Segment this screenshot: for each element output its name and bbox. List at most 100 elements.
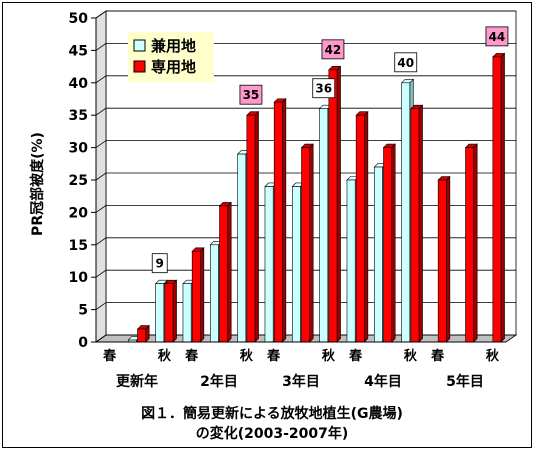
x-group-label: 5年目 — [446, 373, 484, 390]
data-label-box — [312, 78, 336, 99]
bar-front — [155, 283, 165, 343]
bar-front — [373, 166, 383, 343]
data-label-text: 42 — [325, 43, 342, 57]
caption-line-1: 図１．簡易更新による放牧地植生(G農場) — [141, 405, 403, 422]
axes: 05101520253035404550春秋春秋春秋春秋春秋更新年 2年目 3年目 4… — [69, 11, 506, 390]
bar-front — [182, 283, 192, 343]
data-label-text: 36 — [315, 82, 332, 96]
y-tick-label: 5 — [78, 303, 88, 319]
bars: 9 35 36 42 40 44 — [127, 26, 509, 343]
series-2-bar — [382, 143, 396, 343]
y-tick-label: 0 — [78, 335, 88, 351]
legend-swatch — [133, 39, 146, 52]
x-tick-label: 秋 — [486, 348, 500, 364]
x-tick-label: 秋 — [158, 348, 172, 364]
caption-line-2: の変化(2003-2007年) — [196, 425, 349, 442]
bar-side — [200, 247, 205, 343]
data-label-text: 44 — [489, 30, 506, 44]
bar-front — [401, 82, 411, 343]
x-tick-label: 秋 — [240, 348, 254, 364]
bar-side — [473, 143, 478, 343]
bar-front — [410, 108, 420, 343]
series-2-bar — [410, 104, 424, 343]
series-2-bar — [218, 201, 232, 343]
bar-side — [364, 110, 369, 343]
bar-front — [164, 283, 174, 343]
y-axis-label: PR冠部被度(%) — [29, 132, 46, 236]
bar-front — [437, 179, 447, 343]
legend-label: 兼用地 — [151, 37, 196, 55]
bar-front — [273, 101, 283, 343]
y-tick-label: 20 — [69, 205, 89, 221]
series-2-bar — [328, 65, 342, 343]
bar-side — [500, 52, 505, 343]
data-label: 9 — [151, 253, 168, 274]
bar-front — [465, 147, 474, 343]
y-tick-label: 35 — [69, 108, 88, 124]
series-2-bar — [492, 52, 506, 343]
data-label: 42 — [321, 39, 345, 60]
x-group-label: 3年目 — [282, 373, 320, 390]
series-2-bar — [300, 143, 314, 343]
gridline — [95, 43, 516, 51]
x-tick-label: 春 — [348, 348, 363, 364]
y-tick-label: 25 — [69, 173, 88, 189]
series-2-bar — [464, 143, 478, 343]
data-label: 44 — [485, 26, 509, 47]
x-group-label: 更新年 — [116, 373, 158, 390]
series-2-bar — [136, 324, 150, 343]
series-2-bar — [355, 110, 369, 343]
legend-label: 専用地 — [151, 58, 196, 76]
y-tick-label: 10 — [69, 270, 89, 286]
x-tick-label: 春 — [102, 348, 117, 364]
data-label-box — [485, 26, 509, 47]
bar-front — [492, 56, 502, 343]
series-2-bar — [191, 247, 205, 343]
bar-side — [418, 104, 423, 343]
bar-front — [319, 108, 329, 343]
x-tick-label: 春 — [184, 348, 199, 364]
series-2-bar — [164, 279, 178, 343]
data-label-box — [394, 52, 418, 73]
y-tick-label: 40 — [69, 76, 89, 92]
series-2-bar — [437, 175, 451, 343]
data-label: 40 — [394, 52, 418, 73]
y-tick-label: 50 — [69, 11, 89, 27]
bar-front — [346, 179, 356, 343]
bar-side — [309, 143, 314, 343]
data-label-text: 35 — [243, 88, 260, 102]
bar-front — [328, 69, 338, 343]
bar-side — [254, 110, 259, 343]
x-tick-label: 春 — [266, 348, 281, 364]
bar-front — [210, 244, 219, 343]
bar-front — [355, 114, 365, 343]
data-label-text: 40 — [397, 56, 414, 70]
data-label-box — [239, 84, 263, 105]
bar-front — [383, 147, 392, 343]
bar-front — [291, 186, 301, 343]
bar-side — [336, 65, 341, 343]
bar-front — [246, 114, 256, 343]
gridline — [95, 107, 516, 116]
series-2-bar — [246, 110, 260, 343]
x-tick-label: 秋 — [322, 348, 336, 364]
bar-side — [227, 201, 232, 343]
bar-side — [282, 98, 287, 343]
bar-front — [191, 250, 201, 343]
gridline — [95, 10, 516, 19]
x-group-label: 4年目 — [364, 373, 402, 390]
bar-front — [301, 147, 310, 343]
bar-front — [264, 186, 274, 343]
data-label-text: 9 — [156, 257, 164, 271]
bar-front — [237, 153, 247, 343]
legend-swatch — [133, 60, 146, 73]
series-2-bar — [273, 98, 287, 343]
y-tick-label: 45 — [69, 43, 88, 59]
gridline — [95, 75, 516, 84]
data-label-box — [151, 253, 168, 274]
y-tick-label: 15 — [69, 238, 88, 254]
data-label: 36 — [312, 78, 336, 99]
x-group-label: 2年目 — [200, 373, 238, 390]
